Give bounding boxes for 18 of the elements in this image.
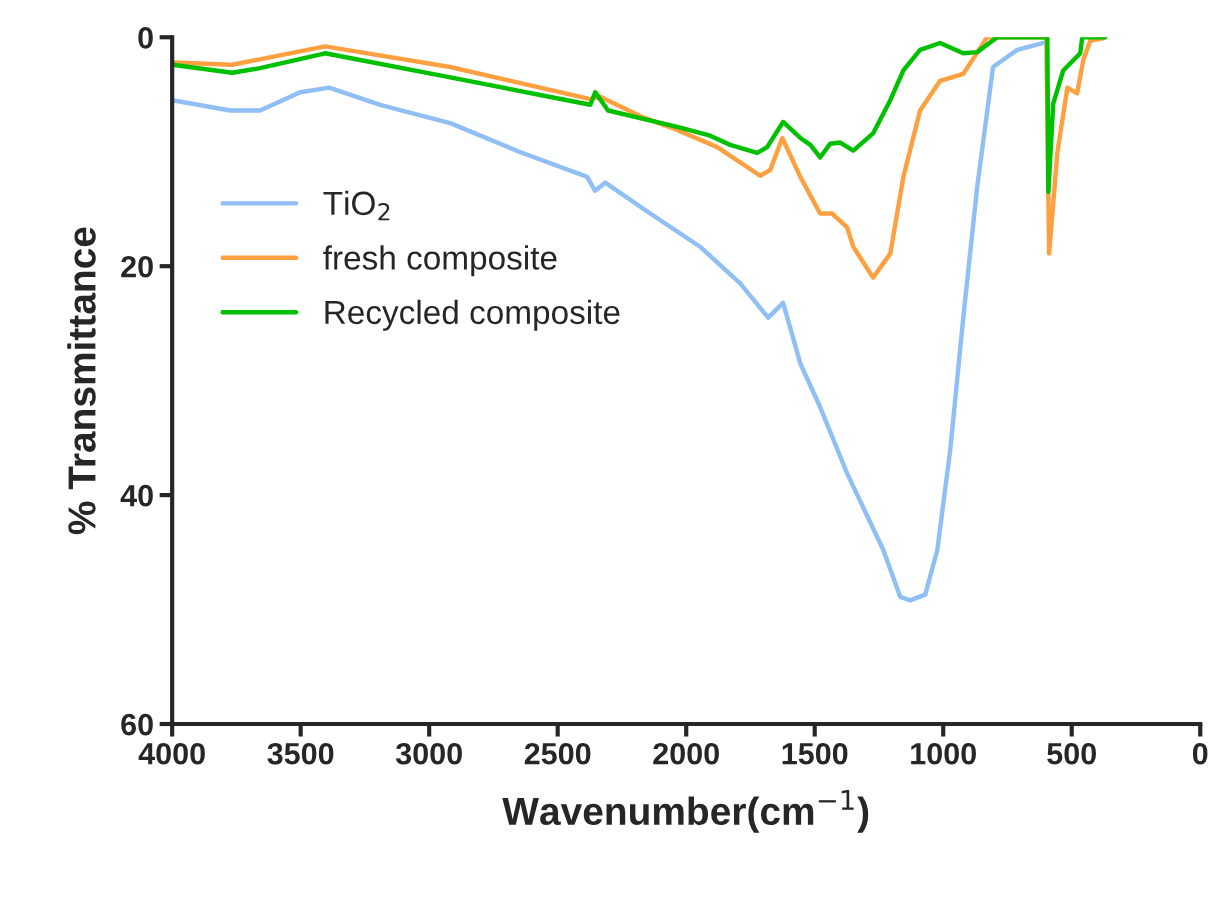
x-tick-label: 0 <box>1192 742 1208 765</box>
y-tick-label: 40 <box>120 484 153 507</box>
x-axis-title: Wavenumber(cm$^{−1}$) <box>502 790 869 833</box>
x-tick-label: 2500 <box>524 742 591 765</box>
y-axis-title: % Transmittance <box>67 227 96 535</box>
legend-label: fresh composite <box>323 245 557 277</box>
x-tick-label: 500 <box>1047 742 1096 765</box>
x-tick-label: 3000 <box>395 742 462 765</box>
x-tick-label: 3500 <box>267 742 334 765</box>
x-tick-label: 2000 <box>653 742 719 765</box>
x-tick-label: 4000 <box>138 742 205 765</box>
x-tick-label: 1500 <box>782 742 848 765</box>
legend-label: TiO$_{2}$ <box>323 190 390 221</box>
y-tick-label: 0 <box>138 27 153 49</box>
x-tick-label: 1000 <box>911 742 976 765</box>
y-tick-label: 60 <box>121 713 153 736</box>
legend-label: Recycled composite <box>325 299 620 331</box>
y-tick-label: 20 <box>121 255 153 278</box>
